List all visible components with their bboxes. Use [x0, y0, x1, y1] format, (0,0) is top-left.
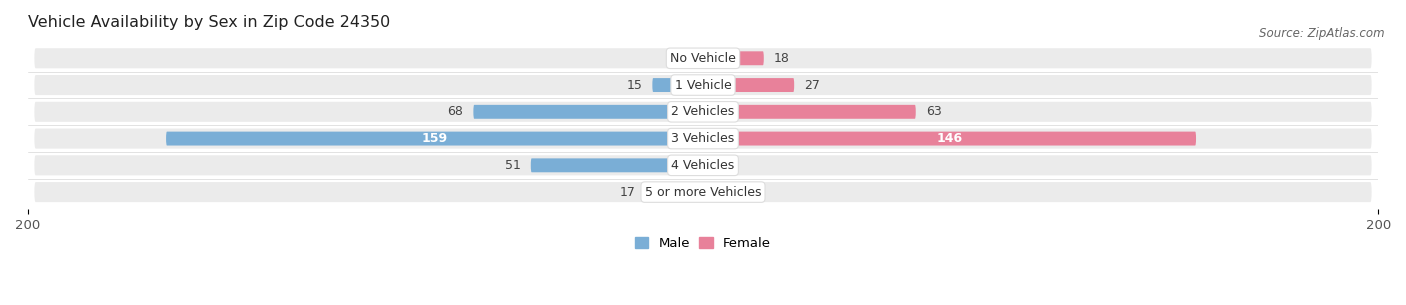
Text: 17: 17 — [620, 186, 636, 199]
Text: 3 Vehicles: 3 Vehicles — [672, 132, 734, 145]
FancyBboxPatch shape — [652, 78, 703, 92]
Text: 63: 63 — [927, 105, 942, 118]
Text: 146: 146 — [936, 132, 963, 145]
FancyBboxPatch shape — [703, 105, 915, 119]
Text: 7: 7 — [737, 186, 745, 199]
Text: 159: 159 — [422, 132, 447, 145]
Text: Vehicle Availability by Sex in Zip Code 24350: Vehicle Availability by Sex in Zip Code … — [28, 15, 389, 30]
Text: 2 Vehicles: 2 Vehicles — [672, 105, 734, 118]
FancyBboxPatch shape — [703, 78, 794, 92]
Text: 68: 68 — [447, 105, 463, 118]
FancyBboxPatch shape — [34, 128, 1372, 149]
Text: 0: 0 — [713, 159, 721, 172]
Text: 27: 27 — [804, 79, 820, 92]
Text: 5 or more Vehicles: 5 or more Vehicles — [645, 186, 761, 199]
FancyBboxPatch shape — [474, 105, 703, 119]
FancyBboxPatch shape — [34, 75, 1372, 95]
FancyBboxPatch shape — [703, 185, 727, 199]
FancyBboxPatch shape — [531, 158, 703, 172]
Text: 0: 0 — [685, 52, 693, 65]
FancyBboxPatch shape — [703, 51, 763, 65]
FancyBboxPatch shape — [34, 48, 1372, 68]
Text: 15: 15 — [626, 79, 643, 92]
FancyBboxPatch shape — [34, 155, 1372, 175]
Text: 1 Vehicle: 1 Vehicle — [675, 79, 731, 92]
Text: Source: ZipAtlas.com: Source: ZipAtlas.com — [1260, 27, 1385, 41]
FancyBboxPatch shape — [703, 132, 1197, 145]
Legend: Male, Female: Male, Female — [636, 237, 770, 250]
Text: 51: 51 — [505, 159, 520, 172]
Text: 4 Vehicles: 4 Vehicles — [672, 159, 734, 172]
FancyBboxPatch shape — [166, 132, 703, 145]
FancyBboxPatch shape — [645, 185, 703, 199]
FancyBboxPatch shape — [34, 182, 1372, 202]
Text: No Vehicle: No Vehicle — [671, 52, 735, 65]
FancyBboxPatch shape — [34, 102, 1372, 122]
Text: 18: 18 — [773, 52, 790, 65]
